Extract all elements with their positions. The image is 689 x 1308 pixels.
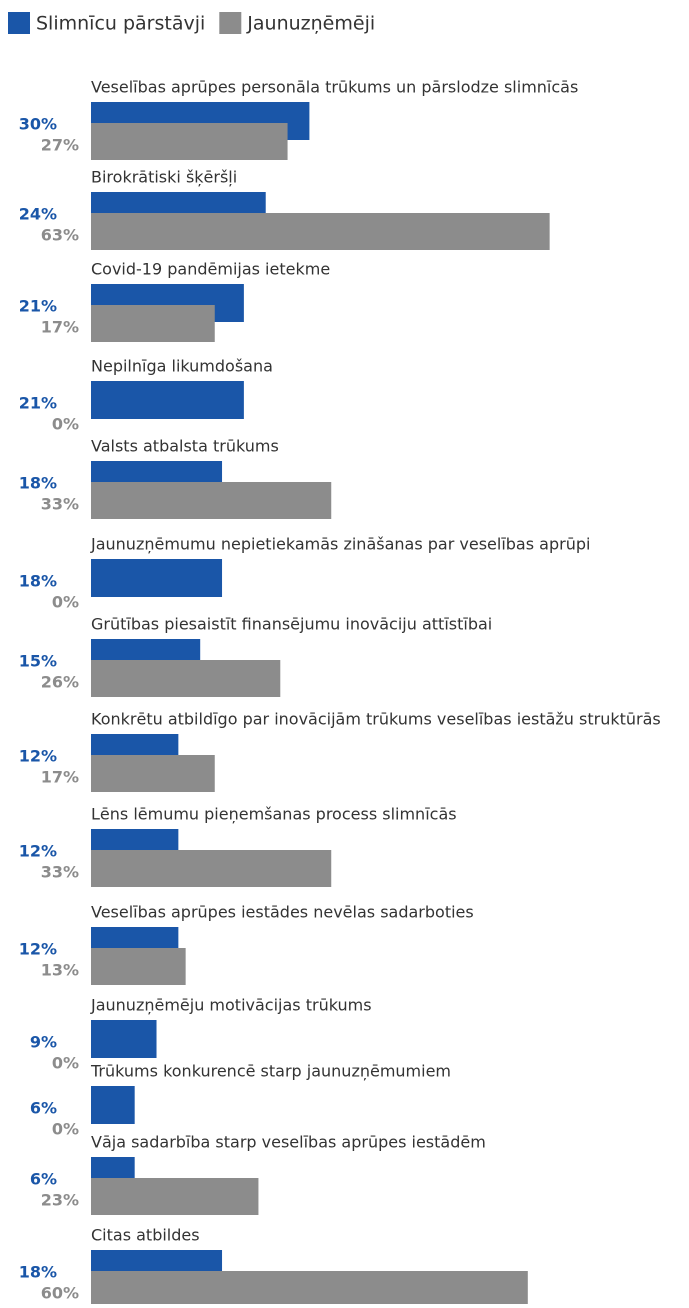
- value-label: 0%: [52, 1120, 79, 1139]
- legend-swatch: [8, 12, 30, 34]
- value-label: 18%: [19, 1263, 57, 1282]
- value-label: 18%: [19, 474, 57, 493]
- category-label: Valsts atbalsta trūkums: [91, 437, 279, 456]
- bar: [91, 850, 332, 887]
- bar: [91, 213, 550, 250]
- value-label: 21%: [19, 297, 57, 316]
- category-label: Veselības aprūpes personāla trūkums un p…: [91, 78, 578, 97]
- value-label: 6%: [30, 1099, 57, 1118]
- value-label: 15%: [19, 652, 57, 671]
- bar: [91, 482, 332, 519]
- bar: [91, 1020, 157, 1058]
- legend-label: Jaunuzņēmēji: [246, 13, 375, 35]
- value-label: 17%: [41, 768, 79, 787]
- category-label: Nepilnīga likumdošana: [91, 357, 273, 376]
- value-label: 0%: [52, 1054, 79, 1073]
- category-label: Jaunuzņēmēju motivācijas trūkums: [90, 996, 372, 1015]
- category-label: Konkrētu atbildīgo par inovācijām trūkum…: [91, 710, 661, 729]
- category-label: Birokrātiski šķēršļi: [91, 168, 237, 187]
- value-label: 12%: [19, 747, 57, 766]
- value-label: 60%: [41, 1284, 79, 1303]
- category-label: Covid-19 pandēmijas ietekme: [91, 260, 330, 279]
- value-label: 17%: [41, 318, 79, 337]
- bar: [91, 305, 215, 342]
- value-label: 23%: [41, 1191, 79, 1210]
- value-label: 24%: [19, 205, 57, 224]
- category-label: Vāja sadarbība starp veselības aprūpes i…: [91, 1133, 486, 1152]
- value-label: 63%: [41, 226, 79, 245]
- value-label: 33%: [41, 863, 79, 882]
- value-label: 18%: [19, 572, 57, 591]
- value-label: 12%: [19, 940, 57, 959]
- value-label: 0%: [52, 415, 79, 434]
- category-label: Citas atbildes: [91, 1226, 200, 1245]
- category-label: Grūtības piesaistīt finansējumu inovācij…: [91, 615, 492, 634]
- bar: [91, 948, 186, 985]
- value-label: 9%: [30, 1033, 57, 1052]
- value-label: 33%: [41, 495, 79, 514]
- value-label: 27%: [41, 136, 79, 155]
- bar: [91, 123, 288, 160]
- bar: [91, 1178, 259, 1215]
- bar: [91, 755, 215, 792]
- value-label: 13%: [41, 961, 79, 980]
- bar: [91, 559, 223, 597]
- bar: [91, 660, 281, 697]
- value-label: 6%: [30, 1170, 57, 1189]
- value-label: 0%: [52, 593, 79, 612]
- category-label: Lēns lēmumu pieņemšanas process slimnīcā…: [91, 805, 457, 824]
- bar: [91, 381, 244, 419]
- legend-swatch: [219, 12, 242, 34]
- value-label: 21%: [19, 394, 57, 413]
- value-label: 26%: [41, 673, 79, 692]
- category-label: Trūkums konkurencē starp jaunuzņēmumiem: [90, 1062, 451, 1081]
- bar: [91, 1271, 528, 1308]
- bar: [91, 1086, 135, 1124]
- category-label: Veselības aprūpes iestādes nevēlas sadar…: [91, 903, 474, 922]
- value-label: 12%: [19, 842, 57, 861]
- value-label: 30%: [19, 115, 57, 134]
- category-label: Jaunuzņēmumu nepietiekamās zināšanas par…: [90, 535, 590, 554]
- legend-label: Slimnīcu pārstāvji: [36, 13, 205, 35]
